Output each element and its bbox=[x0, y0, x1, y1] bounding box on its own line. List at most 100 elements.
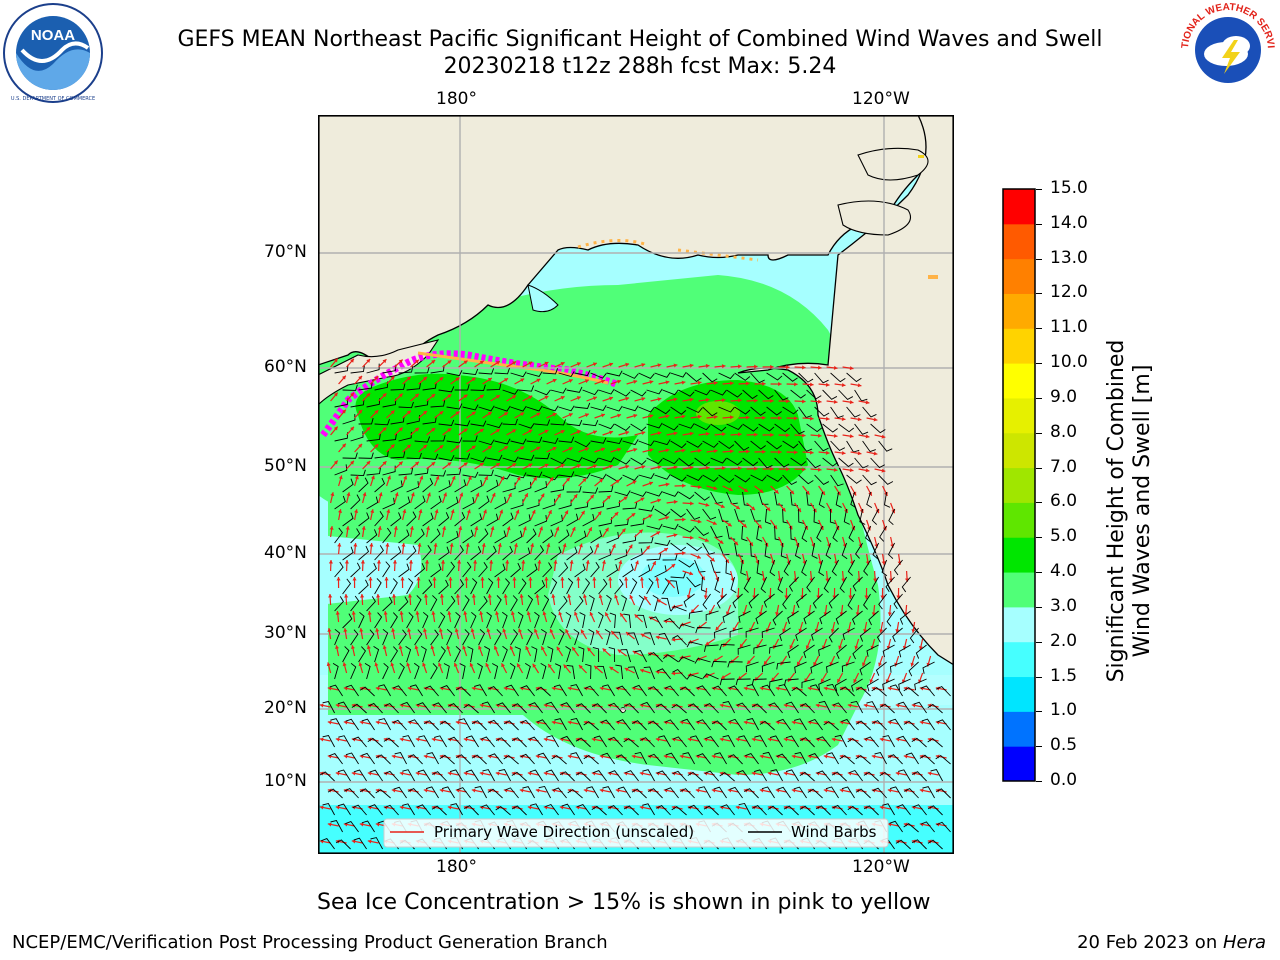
wave-direction-arrowhead bbox=[382, 359, 387, 364]
wind-barb bbox=[818, 491, 825, 508]
wind-barb bbox=[734, 372, 751, 381]
wave-direction-arrowhead bbox=[495, 429, 500, 433]
wave-direction-arrowhead bbox=[770, 466, 774, 471]
wind-barb bbox=[662, 523, 679, 530]
wave-direction-arrowhead bbox=[673, 363, 678, 368]
wind-barb bbox=[628, 632, 640, 646]
wave-direction-arrowhead bbox=[406, 444, 411, 449]
wind-barb bbox=[550, 419, 566, 426]
wind-barb bbox=[875, 661, 887, 676]
wave-direction-arrowhead bbox=[495, 771, 500, 776]
colorbar-tick-mark bbox=[1036, 189, 1042, 190]
wave-direction-arrowhead bbox=[590, 494, 594, 499]
wave-direction-arrowhead bbox=[522, 526, 527, 531]
wind-barb bbox=[446, 403, 463, 410]
wind-barb bbox=[378, 684, 391, 697]
wave-direction-arrowhead bbox=[439, 720, 444, 725]
wave-direction-arrowhead bbox=[433, 543, 438, 547]
wave-direction-arrowhead bbox=[497, 543, 502, 547]
wave-direction-arrowhead bbox=[376, 560, 382, 564]
wave-direction-arrowhead bbox=[414, 393, 419, 398]
wind-barb bbox=[478, 561, 488, 578]
wave-direction-arrowhead bbox=[751, 771, 756, 776]
wind-barb bbox=[578, 646, 585, 663]
wind-barb bbox=[670, 572, 686, 579]
wave-direction-arrowhead bbox=[615, 479, 620, 484]
lon-bottom-120w: 120°W bbox=[852, 857, 910, 877]
wave-direction-arrowhead bbox=[527, 805, 532, 810]
wind-barb bbox=[783, 805, 799, 816]
wave-direction-arrowhead bbox=[703, 805, 708, 810]
wind-barb bbox=[745, 661, 759, 673]
wind-barb bbox=[615, 664, 624, 680]
wave-direction-arrowhead bbox=[541, 646, 545, 651]
wave-direction-arrowhead bbox=[791, 754, 796, 759]
wind-barb bbox=[558, 405, 575, 412]
wind-barb bbox=[774, 389, 789, 401]
wind-barb bbox=[798, 406, 812, 419]
wind-barb bbox=[922, 661, 935, 674]
colorbar-tick-label: 3.0 bbox=[1050, 595, 1078, 616]
wave-direction-arrowhead bbox=[671, 671, 676, 676]
wind-barb bbox=[752, 804, 767, 816]
wave-direction-arrowhead bbox=[351, 703, 356, 708]
wave-direction-arrowhead bbox=[705, 641, 710, 646]
wave-direction-arrowhead bbox=[833, 365, 838, 370]
wave-direction-arrowhead bbox=[754, 364, 758, 369]
wave-direction-arrowhead bbox=[621, 528, 626, 533]
wave-direction-arrowhead bbox=[839, 754, 844, 759]
wind-barb bbox=[565, 645, 572, 663]
wind-barb bbox=[642, 769, 655, 782]
wave-direction-arrowhead bbox=[536, 446, 541, 451]
wind-barb bbox=[375, 754, 391, 765]
wave-direction-arrowhead bbox=[927, 839, 932, 844]
wind-barb bbox=[345, 752, 359, 765]
wind-barb bbox=[342, 546, 354, 561]
wave-direction-arrowhead bbox=[609, 464, 613, 469]
wave-direction-arrowhead bbox=[895, 771, 900, 776]
wave-direction-arrowhead bbox=[625, 464, 630, 469]
colorbar-tick-label: 6.0 bbox=[1050, 491, 1078, 512]
wave-direction-arrowhead bbox=[802, 365, 806, 370]
wind-barb bbox=[829, 508, 837, 525]
wave-direction-arrowhead bbox=[746, 449, 750, 454]
wind-barb bbox=[662, 457, 679, 465]
wave-direction-arrowhead bbox=[585, 560, 590, 564]
wind-barb bbox=[488, 685, 503, 697]
wave-direction-arrowhead bbox=[414, 645, 419, 650]
wave-direction-arrowhead bbox=[904, 578, 910, 582]
wind-barb bbox=[855, 542, 863, 559]
wave-direction-arrowhead bbox=[763, 660, 768, 665]
wave-direction-arrowhead bbox=[869, 679, 874, 684]
lat-50n: 50°N bbox=[264, 456, 307, 476]
wind-barb bbox=[358, 477, 369, 493]
wind-barb bbox=[542, 437, 559, 444]
wave-direction-arrowhead bbox=[747, 660, 751, 665]
wave-direction-arrowhead bbox=[729, 415, 734, 420]
wave-direction-arrowhead bbox=[614, 512, 619, 516]
wave-direction-arrowhead bbox=[431, 805, 436, 810]
wave-direction-arrowhead bbox=[567, 720, 572, 725]
wind-barb bbox=[678, 525, 695, 533]
wind-barb bbox=[361, 752, 375, 765]
wave-direction-arrowhead bbox=[366, 645, 371, 650]
wave-direction-arrowhead bbox=[679, 655, 684, 660]
wave-direction-arrowhead bbox=[576, 577, 581, 581]
wave-direction-arrowhead bbox=[457, 560, 462, 564]
wave-direction-arrowhead bbox=[833, 399, 838, 404]
wind-barb bbox=[337, 769, 351, 782]
wave-direction-arrowhead bbox=[451, 475, 456, 480]
wind-barb bbox=[382, 596, 393, 612]
wind-barb bbox=[801, 678, 815, 689]
wind-barb bbox=[422, 544, 432, 561]
ice-speck-2 bbox=[918, 155, 924, 158]
wave-direction-arrowhead bbox=[410, 492, 415, 497]
wind-barb bbox=[796, 593, 807, 608]
wind-barb bbox=[843, 508, 850, 525]
wind-barb bbox=[862, 440, 876, 453]
wave-direction-arrowhead bbox=[528, 395, 533, 400]
wind-barb bbox=[350, 562, 361, 578]
wave-direction-arrowhead bbox=[517, 663, 521, 668]
wave-direction-arrowhead bbox=[657, 363, 662, 368]
wind-barb bbox=[794, 542, 801, 559]
